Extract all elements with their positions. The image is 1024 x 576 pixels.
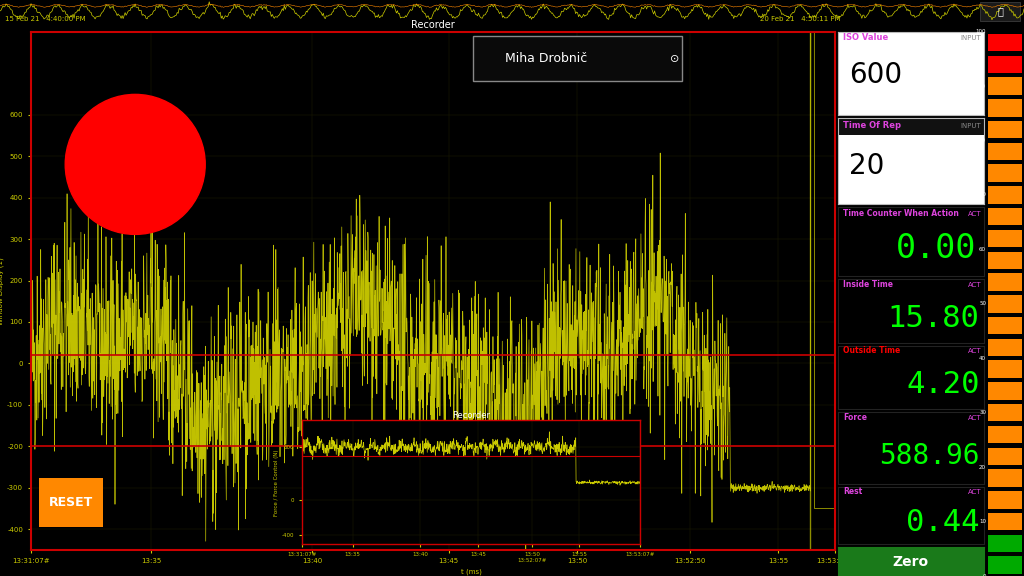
Text: ACT: ACT xyxy=(968,488,981,495)
Title: Recorder: Recorder xyxy=(452,411,490,420)
Bar xyxy=(988,56,1022,73)
Text: 50: 50 xyxy=(979,301,986,306)
Text: Zero: Zero xyxy=(893,555,929,569)
Bar xyxy=(988,34,1022,51)
Text: 0.00: 0.00 xyxy=(896,232,977,266)
Text: Outside Time: Outside Time xyxy=(844,346,901,355)
Text: ACT: ACT xyxy=(968,282,981,288)
Text: ACT: ACT xyxy=(968,211,981,217)
Text: 0.44: 0.44 xyxy=(906,508,980,537)
Bar xyxy=(838,118,984,135)
Bar xyxy=(988,165,1022,182)
Bar xyxy=(988,382,1022,400)
Bar xyxy=(988,295,1022,313)
Text: RESET: RESET xyxy=(49,496,93,509)
Text: 60: 60 xyxy=(979,247,986,252)
Bar xyxy=(988,556,1022,574)
Bar xyxy=(988,339,1022,356)
Bar xyxy=(988,361,1022,378)
Text: ⏱: ⏱ xyxy=(997,6,1002,17)
Bar xyxy=(988,143,1022,160)
Text: ISO Value: ISO Value xyxy=(844,33,889,42)
Bar xyxy=(988,230,1022,247)
Text: INPUT: INPUT xyxy=(961,35,981,41)
Title: Recorder: Recorder xyxy=(411,20,455,29)
Text: Miha Drobnič: Miha Drobnič xyxy=(505,52,587,65)
Bar xyxy=(980,2,1020,21)
Text: 40: 40 xyxy=(979,356,986,361)
Bar xyxy=(988,186,1022,204)
Bar xyxy=(988,317,1022,334)
Text: ACT: ACT xyxy=(968,348,981,354)
Text: 15 Feb 21   4:40:00 PM: 15 Feb 21 4:40:00 PM xyxy=(5,16,86,22)
Text: Rest: Rest xyxy=(844,487,863,495)
Text: 80: 80 xyxy=(979,138,986,143)
Text: Time Counter When Action: Time Counter When Action xyxy=(844,209,959,218)
Text: ACT: ACT xyxy=(968,415,981,422)
Text: 70: 70 xyxy=(979,192,986,198)
Text: Inside Time: Inside Time xyxy=(844,280,894,289)
Y-axis label: Window Display (1): Window Display (1) xyxy=(0,257,4,325)
Y-axis label: Force / Force Control (N): Force / Force Control (N) xyxy=(274,449,280,516)
Bar xyxy=(988,99,1022,116)
Bar xyxy=(988,448,1022,465)
Text: 10: 10 xyxy=(979,519,986,524)
Bar xyxy=(988,426,1022,443)
Bar xyxy=(988,274,1022,291)
Text: Force: Force xyxy=(844,414,867,422)
Text: 15.80: 15.80 xyxy=(888,304,980,333)
X-axis label: t (ms): t (ms) xyxy=(461,569,481,575)
Text: 100: 100 xyxy=(976,29,986,34)
Text: 588.96: 588.96 xyxy=(880,442,980,471)
Text: 600: 600 xyxy=(849,62,902,89)
Text: 90: 90 xyxy=(979,84,986,89)
Bar xyxy=(988,469,1022,487)
Bar xyxy=(988,535,1022,552)
Bar xyxy=(988,121,1022,138)
FancyBboxPatch shape xyxy=(39,478,103,527)
Bar xyxy=(988,77,1022,95)
Bar xyxy=(988,491,1022,509)
Text: 20 Feb 21   4:50:11 PM: 20 Feb 21 4:50:11 PM xyxy=(760,16,841,22)
Text: ⊙: ⊙ xyxy=(670,54,679,63)
Text: 4.20: 4.20 xyxy=(906,370,980,399)
Text: 30: 30 xyxy=(979,410,986,415)
Ellipse shape xyxy=(66,94,205,234)
Bar xyxy=(988,208,1022,225)
FancyBboxPatch shape xyxy=(473,36,682,81)
Bar xyxy=(988,252,1022,269)
Text: Time Of Rep: Time Of Rep xyxy=(844,122,901,130)
Text: 20: 20 xyxy=(849,152,885,180)
Text: 20: 20 xyxy=(979,465,986,469)
Bar xyxy=(988,513,1022,530)
Text: 0: 0 xyxy=(983,574,986,576)
Bar xyxy=(988,404,1022,422)
Text: INPUT: INPUT xyxy=(961,123,981,130)
